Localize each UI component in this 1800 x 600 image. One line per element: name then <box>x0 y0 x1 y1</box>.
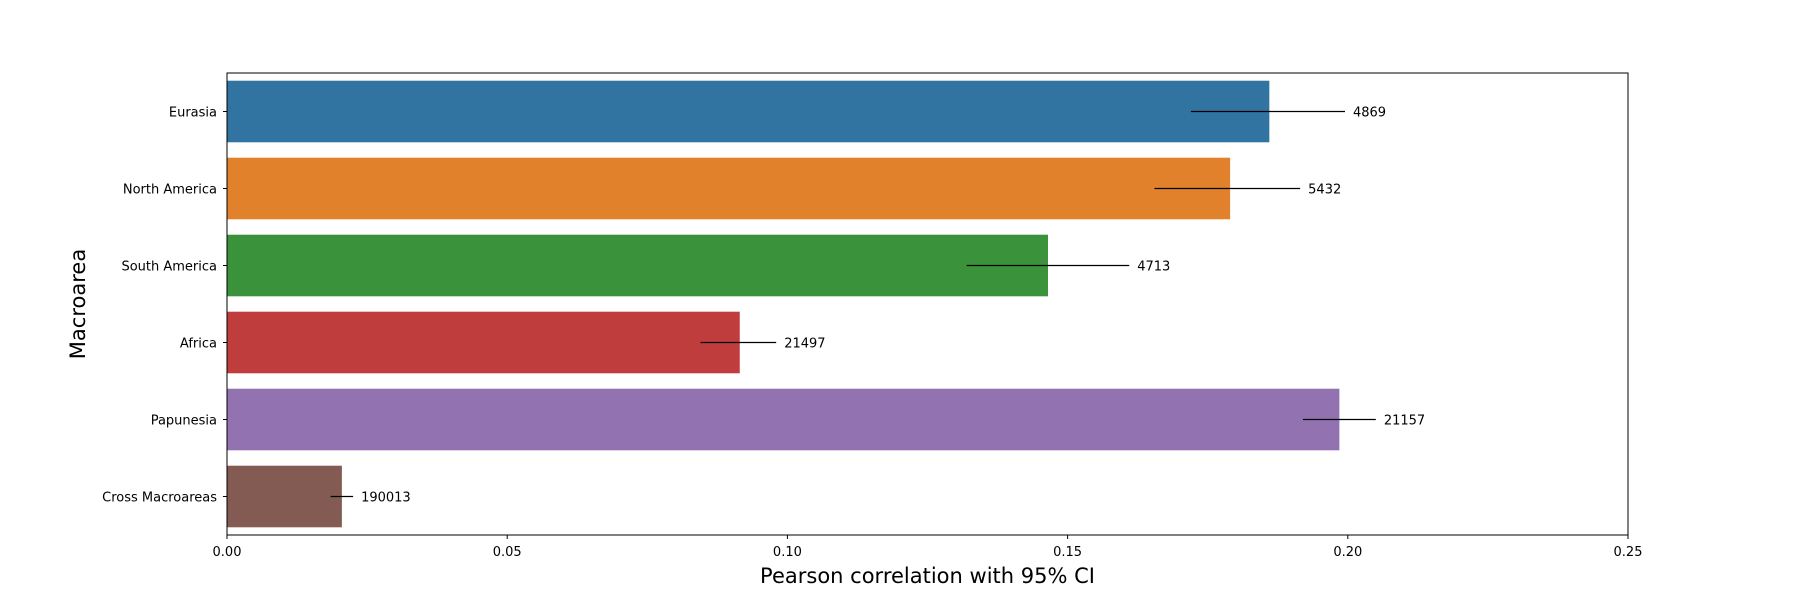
ci-lines <box>330 110 1376 498</box>
y-axis: Eurasia North America South America Africa P… <box>102 106 227 506</box>
x-tick-label: 0.05 <box>493 545 522 560</box>
y-tick-label: Eurasia <box>169 106 217 121</box>
bar-north-america <box>227 157 1231 220</box>
y-tick-label: Papunesia <box>151 414 217 429</box>
x-tick-label: 0.20 <box>1333 545 1362 560</box>
bar-africa <box>227 311 740 374</box>
bar-south-america <box>227 234 1048 297</box>
bar-cross-macroareas <box>227 465 342 528</box>
x-axis: 0.00 0.05 0.10 0.15 0.20 0.25 <box>213 535 1643 560</box>
bar-value-label: 4713 <box>1137 260 1170 275</box>
x-axis-title: Pearson correlation with 95% CI <box>760 564 1095 588</box>
bar-value-label: 21497 <box>784 337 825 352</box>
y-tick-label: Africa <box>180 337 217 352</box>
bar-value-label: 4869 <box>1353 106 1386 121</box>
x-tick-label: 0.10 <box>773 545 802 560</box>
plot-frame <box>226 72 1629 536</box>
x-tick-label: 0.15 <box>1053 545 1082 560</box>
bar-value-label: 190013 <box>361 491 411 506</box>
x-tick-label: 0.00 <box>213 545 242 560</box>
y-tick-label: North America <box>123 183 217 198</box>
y-axis-title: Macroarea <box>66 249 90 359</box>
bars <box>227 80 1340 528</box>
bar-eurasia <box>227 80 1270 143</box>
bar-papunesia <box>227 388 1340 451</box>
y-tick-label: South America <box>121 260 217 275</box>
bar-value-label: 5432 <box>1308 183 1341 198</box>
bar-labels: 4869 5432 4713 21497 21157 190013 <box>361 106 1425 506</box>
y-tick-label: Cross Macroareas <box>102 491 217 506</box>
bar-value-label: 21157 <box>1384 414 1425 429</box>
x-tick-label: 0.25 <box>1614 545 1643 560</box>
